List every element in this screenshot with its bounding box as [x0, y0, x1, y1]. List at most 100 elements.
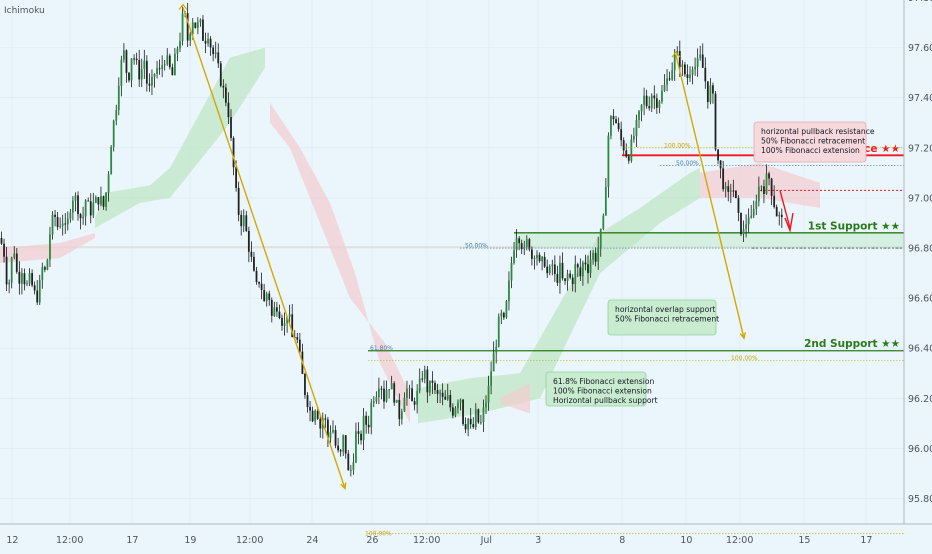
price-tick-97.20: 97.20	[908, 143, 932, 154]
price-tick-96.00: 96.00	[908, 444, 932, 455]
cloud-red-1	[270, 102, 410, 424]
candle-body-108	[276, 307, 278, 312]
candle-body-33	[84, 200, 87, 217]
note-text-1-0: horizontal overlap support	[615, 305, 715, 314]
candle-body-30	[77, 195, 79, 215]
candle-body-73	[186, 13, 189, 41]
candle-body-62	[158, 68, 161, 70]
candle-body-191	[487, 386, 490, 403]
candle-body-4	[10, 257, 13, 283]
cloud-green-1	[418, 167, 700, 424]
candle-body-61	[156, 68, 158, 75]
candle-body-57	[145, 60, 148, 84]
candle-body-114	[291, 314, 294, 338]
candle-body-12	[31, 273, 33, 286]
candle-body-90	[230, 117, 232, 138]
candle-body-301	[768, 173, 770, 179]
candles	[0, 2, 783, 477]
note-text-0-1: 50% Fibonacci retracement	[761, 137, 865, 146]
candle-body-262	[668, 78, 671, 80]
candle-body-139	[355, 431, 357, 463]
candle-body-305	[778, 214, 781, 217]
candle-body-140	[357, 431, 360, 434]
candle-body-304	[775, 206, 778, 217]
candle-body-213	[543, 256, 546, 267]
candle-body-287	[732, 190, 735, 192]
candle-body-1	[3, 243, 5, 257]
note-text-2-1: 100% Fibonacci extension	[553, 387, 652, 396]
candle-body-109	[278, 311, 281, 318]
candle-body-9	[23, 273, 26, 285]
candle-body-138	[352, 462, 355, 470]
candle-body-153	[390, 383, 393, 390]
candle-body-15	[38, 280, 41, 303]
candle-body-220	[561, 262, 564, 279]
candle-body-130	[332, 430, 334, 433]
candle-body-258	[658, 101, 661, 108]
candle-body-110	[281, 317, 283, 326]
candle-body-78	[199, 19, 202, 23]
candle-body-56	[143, 60, 146, 69]
candle-body-24	[61, 223, 64, 226]
candle-body-147	[375, 397, 378, 402]
candle-body-50	[128, 72, 130, 81]
candle-body-190	[485, 402, 487, 408]
time-tick-8: Jul	[480, 535, 492, 546]
candle-body-6	[15, 253, 18, 272]
candle-body-242	[617, 123, 620, 130]
candle-body-25	[64, 223, 67, 225]
candle-body-178	[454, 408, 457, 416]
candle-body-128	[327, 419, 329, 439]
candle-body-88	[225, 87, 227, 103]
candle-body-302	[770, 178, 773, 196]
candle-body-106	[270, 299, 273, 316]
candle-body-52	[133, 58, 135, 60]
candle-body-277	[706, 81, 709, 103]
candle-body-157	[400, 411, 403, 420]
time-tick-11: 10	[680, 535, 692, 546]
candle-body-137	[349, 469, 352, 471]
note-text-2-2: Horizontal pullback support	[553, 396, 658, 405]
candle-body-185	[472, 424, 475, 428]
time-tick-13: 15	[798, 535, 810, 546]
cloud-red-3	[700, 162, 820, 208]
candle-body-270	[689, 74, 691, 78]
candle-body-39	[100, 196, 102, 205]
candle-body-68	[174, 53, 176, 76]
candle-body-85	[217, 52, 220, 64]
candle-body-227	[579, 267, 582, 277]
candle-body-75	[191, 22, 194, 35]
candle-body-166	[423, 369, 426, 379]
candle-body-252	[643, 95, 645, 105]
candle-body-300	[765, 173, 768, 194]
candle-body-285	[727, 186, 730, 192]
candle-body-256	[653, 95, 656, 99]
candle-body-42	[107, 174, 110, 193]
candle-body-64	[163, 64, 166, 66]
candle-body-216	[551, 264, 554, 267]
candle-body-253	[645, 95, 648, 107]
candle-body-295	[752, 208, 755, 216]
candle-body-29	[74, 195, 77, 201]
candle-body-132	[337, 445, 339, 451]
candle-body-10	[26, 283, 28, 285]
candle-body-102	[260, 283, 263, 291]
candle-body-280	[714, 93, 717, 150]
price-tick-96.80: 96.80	[908, 244, 932, 255]
candle-body-112	[286, 316, 288, 324]
time-tick-9: 3	[535, 535, 541, 546]
candle-body-146	[372, 401, 375, 403]
candle-body-34	[87, 200, 90, 202]
price-tick-97.60: 97.60	[908, 43, 932, 54]
candle-body-87	[222, 85, 225, 88]
candle-body-179	[457, 402, 459, 409]
candle-body-77	[196, 22, 199, 28]
candle-body-199	[508, 280, 510, 302]
candle-body-245	[625, 150, 628, 157]
candle-body-116	[296, 337, 299, 340]
candle-body-177	[451, 407, 454, 416]
candle-body-158	[403, 397, 406, 412]
